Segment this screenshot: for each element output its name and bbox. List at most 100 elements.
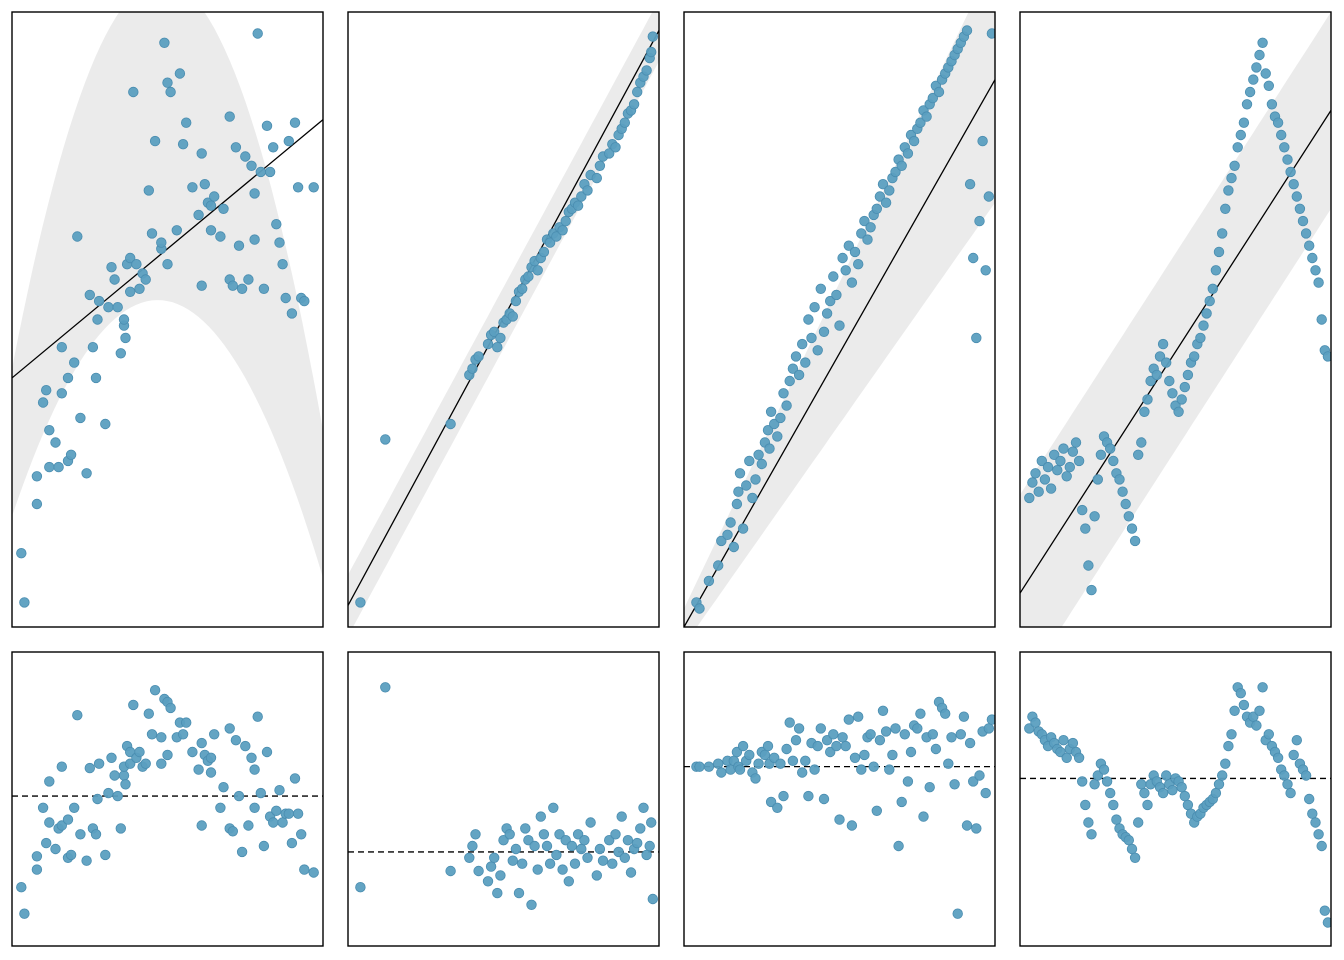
data-point (1291, 191, 1303, 202)
data-point (205, 225, 217, 236)
data-point (134, 283, 145, 295)
data-point (1303, 240, 1315, 251)
data-point (473, 351, 484, 362)
data-point (50, 843, 61, 855)
data-point (507, 855, 519, 866)
data-point (582, 852, 593, 864)
data-point (628, 99, 640, 110)
panel-top-2 (347, 11, 660, 628)
data-point (1251, 62, 1262, 73)
data-point (877, 178, 889, 190)
data-point (781, 743, 792, 755)
data-point (585, 817, 596, 828)
data-point (118, 314, 130, 325)
data-point (1064, 461, 1076, 473)
panel-frame-bottom-4 (1019, 651, 1332, 947)
data-point (1300, 228, 1312, 239)
data-point (1235, 129, 1247, 141)
data-point (1073, 455, 1085, 467)
data-point (1160, 357, 1172, 368)
data-point (971, 823, 982, 834)
data-point (308, 867, 319, 878)
data-point (778, 388, 789, 399)
data-point (632, 86, 643, 98)
data-point (576, 191, 587, 202)
data-point (72, 710, 83, 721)
data-point (828, 271, 839, 282)
data-point (800, 755, 811, 767)
data-point (1058, 443, 1069, 454)
data-point (467, 840, 478, 852)
data-point (859, 215, 870, 227)
data-point (1179, 790, 1191, 802)
data-point (572, 829, 584, 840)
data-point (747, 492, 758, 504)
data-point (205, 200, 217, 211)
data-point (1204, 295, 1215, 307)
data-point (1176, 394, 1187, 405)
data-point (208, 191, 220, 202)
data-point (1070, 437, 1082, 448)
data-point (750, 773, 761, 784)
data-point (532, 265, 543, 276)
data-point (355, 597, 366, 608)
data-point (974, 770, 985, 781)
data-point (797, 767, 808, 778)
data-point (100, 418, 111, 430)
data-point (1042, 461, 1054, 473)
data-point (84, 289, 96, 301)
data-point (887, 749, 898, 761)
data-point (1104, 443, 1116, 454)
data-point (56, 761, 68, 772)
data-point (1263, 729, 1275, 740)
data-point (103, 787, 114, 799)
data-point (737, 523, 749, 534)
data-point (874, 735, 886, 746)
data-point (908, 135, 920, 147)
data-point (261, 746, 273, 758)
data-point (1108, 799, 1119, 811)
data-point (1157, 787, 1169, 799)
data-point (974, 215, 985, 227)
data-point (1257, 37, 1268, 49)
data-point (1036, 455, 1048, 467)
data-point (632, 837, 643, 849)
data-point (489, 852, 500, 864)
data-point (930, 743, 942, 755)
data-point (734, 764, 746, 775)
data-point (890, 723, 901, 734)
data-point (143, 185, 155, 196)
data-point (224, 723, 235, 734)
data-point (1024, 492, 1035, 504)
data-point (1272, 752, 1284, 764)
data-point (977, 135, 988, 147)
data-point (258, 283, 270, 295)
data-point (1160, 770, 1172, 781)
data-point (775, 412, 786, 424)
data-point (90, 829, 102, 840)
data-point (884, 764, 895, 775)
data-point (1101, 776, 1113, 787)
data-point (289, 117, 301, 128)
data-point (716, 767, 727, 778)
data-point (233, 790, 245, 802)
data-point (62, 372, 74, 384)
data-point (765, 406, 777, 418)
data-point (482, 876, 494, 887)
data-point (818, 793, 830, 805)
data-point (737, 740, 749, 752)
data-point (597, 855, 609, 866)
data-point (1108, 455, 1119, 467)
data-point (787, 755, 799, 767)
data-point (548, 802, 559, 814)
data-point (1083, 560, 1094, 571)
data-point (641, 65, 652, 76)
data-point (753, 758, 764, 769)
data-point (1207, 283, 1219, 295)
data-point (1285, 166, 1296, 178)
data-point (31, 851, 43, 862)
data-point (1052, 465, 1063, 476)
data-point (1201, 308, 1212, 319)
data-point (177, 729, 189, 740)
